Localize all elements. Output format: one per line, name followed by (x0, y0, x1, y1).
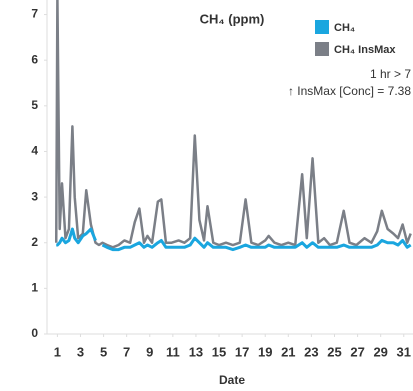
legend-swatch (315, 42, 329, 56)
x-tick-label: 13 (189, 344, 203, 359)
x-tick-label: 15 (212, 344, 226, 359)
x-axis-title: Date (219, 373, 245, 387)
annotation: ↑ InsMax [Conc] = 7.38 (288, 84, 411, 98)
x-tick-label: 11 (166, 344, 180, 359)
x-tick-label: 29 (373, 344, 387, 359)
legend-swatch (315, 20, 329, 34)
y-tick-label: 3 (31, 189, 38, 203)
x-tick-label: 3 (77, 344, 84, 359)
x-tick-label: 1 (54, 344, 61, 359)
x-tick-label: 17 (235, 344, 249, 359)
y-tick-label: 7 (31, 7, 38, 21)
legend-label: CH₄ InsMax (334, 44, 396, 56)
y-tick-label: 6 (31, 52, 38, 66)
x-tick-label: 9 (146, 344, 153, 359)
y-tick-label: 5 (31, 98, 38, 112)
y-tick-label: 4 (31, 144, 38, 158)
x-tick-label: 25 (327, 344, 341, 359)
legend-label: CH₄ (334, 22, 355, 34)
annotation: 1 hr > 7 (370, 67, 411, 81)
y-tick-label: 2 (31, 235, 38, 249)
x-tick-label: 21 (281, 344, 295, 359)
series-line (54, 0, 412, 249)
y-tick-label: 0 (31, 326, 38, 340)
x-tick-label: 7 (123, 344, 130, 359)
x-tick-label: 5 (100, 344, 107, 359)
x-tick-label: 23 (304, 344, 318, 359)
plot-area (54, 0, 412, 252)
series-line (55, 227, 412, 252)
x-tick-label: 27 (350, 344, 364, 359)
x-tick-label: 19 (258, 344, 272, 359)
chart-title: CH₄ (ppm) (200, 11, 265, 26)
y-tick-label: 1 (31, 281, 38, 295)
x-tick-label: 31 (397, 344, 411, 359)
